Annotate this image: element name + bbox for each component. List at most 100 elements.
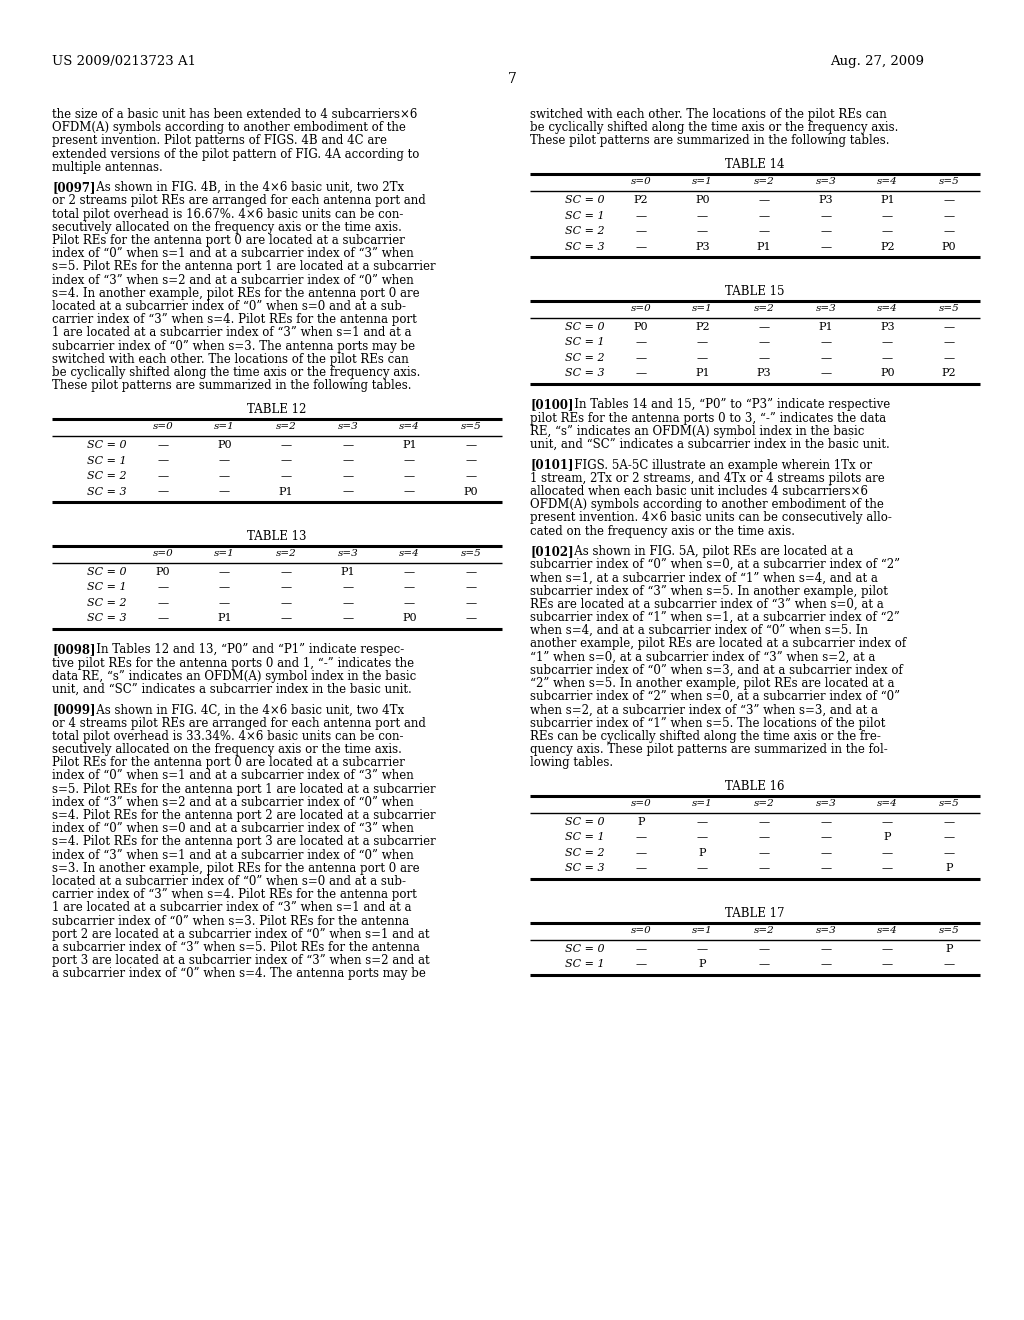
Text: —: — — [158, 614, 168, 623]
Text: carrier index of “3” when s=4. Pilot REs for the antenna port: carrier index of “3” when s=4. Pilot REs… — [52, 888, 417, 902]
Text: US 2009/0213723 A1: US 2009/0213723 A1 — [52, 55, 196, 69]
Text: RE, “s” indicates an OFDM(A) symbol index in the basic: RE, “s” indicates an OFDM(A) symbol inde… — [530, 425, 864, 438]
Text: In Tables 14 and 15, “P0” to “P3” indicate respective: In Tables 14 and 15, “P0” to “P3” indica… — [563, 399, 891, 412]
Text: OFDM(A) symbols according to another embodiment of the: OFDM(A) symbols according to another emb… — [530, 498, 884, 511]
Text: —: — — [403, 598, 415, 607]
Text: carrier index of “3” when s=4. Pilot REs for the antenna port: carrier index of “3” when s=4. Pilot REs… — [52, 313, 417, 326]
Text: —: — — [697, 944, 708, 954]
Text: or 4 streams pilot REs are arranged for each antenna port and: or 4 streams pilot REs are arranged for … — [52, 717, 426, 730]
Text: —: — — [281, 471, 292, 480]
Text: s=3: s=3 — [815, 925, 837, 935]
Text: index of “3” when s=1 and at a subcarrier index of “0” when: index of “3” when s=1 and at a subcarrie… — [52, 849, 414, 862]
Text: —: — — [635, 338, 646, 347]
Text: —: — — [882, 226, 893, 236]
Text: P: P — [945, 863, 953, 874]
Text: SC = 1: SC = 1 — [565, 211, 605, 220]
Text: P2: P2 — [881, 242, 895, 252]
Text: data RE, “s” indicates an OFDM(A) symbol index in the basic: data RE, “s” indicates an OFDM(A) symbol… — [52, 669, 416, 682]
Text: 7: 7 — [508, 73, 516, 86]
Text: —: — — [635, 944, 646, 954]
Text: unit, and “SC” indicates a subcarrier index in the basic unit.: unit, and “SC” indicates a subcarrier in… — [52, 682, 412, 696]
Text: TABLE 15: TABLE 15 — [725, 285, 784, 298]
Text: s=4: s=4 — [399, 549, 420, 558]
Text: s=3: s=3 — [815, 177, 837, 186]
Text: the size of a basic unit has been extended to 4 subcarriers×6: the size of a basic unit has been extend… — [52, 108, 418, 121]
Text: P1: P1 — [279, 487, 294, 496]
Text: —: — — [281, 566, 292, 577]
Text: SC = 3: SC = 3 — [565, 863, 605, 874]
Text: P: P — [637, 817, 644, 826]
Text: s=5: s=5 — [939, 799, 959, 808]
Text: SC = 3: SC = 3 — [565, 368, 605, 379]
Text: when s=2, at a subcarrier index of “3” when s=3, and at a: when s=2, at a subcarrier index of “3” w… — [530, 704, 878, 717]
Text: index of “3” when s=2 and at a subcarrier index of “0” when: index of “3” when s=2 and at a subcarrie… — [52, 796, 414, 809]
Text: P1: P1 — [341, 566, 355, 577]
Text: TABLE 17: TABLE 17 — [725, 907, 784, 920]
Text: extended versions of the pilot pattern of FIG. 4A according to: extended versions of the pilot pattern o… — [52, 148, 420, 161]
Text: lowing tables.: lowing tables. — [530, 756, 613, 770]
Text: P1: P1 — [881, 195, 895, 205]
Text: —: — — [635, 211, 646, 220]
Text: —: — — [820, 242, 831, 252]
Text: —: — — [466, 614, 477, 623]
Text: —: — — [759, 960, 770, 969]
Text: P0: P0 — [402, 614, 417, 623]
Text: SC = 0: SC = 0 — [565, 195, 605, 205]
Text: —: — — [158, 582, 168, 593]
Text: —: — — [403, 455, 415, 466]
Text: a subcarrier index of “0” when s=4. The antenna ports may be: a subcarrier index of “0” when s=4. The … — [52, 968, 426, 981]
Text: —: — — [697, 338, 708, 347]
Text: index of “0” when s=1 and at a subcarrier index of “3” when: index of “0” when s=1 and at a subcarrie… — [52, 247, 414, 260]
Text: —: — — [342, 598, 353, 607]
Text: —: — — [635, 833, 646, 842]
Text: —: — — [943, 847, 954, 858]
Text: s=1: s=1 — [214, 422, 234, 432]
Text: —: — — [158, 598, 168, 607]
Text: P0: P0 — [695, 195, 710, 205]
Text: subcarrier index of “1” when s=5. The locations of the pilot: subcarrier index of “1” when s=5. The lo… — [530, 717, 886, 730]
Text: —: — — [943, 322, 954, 331]
Text: or 2 streams pilot REs are arranged for each antenna port and: or 2 streams pilot REs are arranged for … — [52, 194, 426, 207]
Text: SC = 0: SC = 0 — [87, 440, 127, 450]
Text: —: — — [943, 817, 954, 826]
Text: index of “0” when s=1 and at a subcarrier index of “3” when: index of “0” when s=1 and at a subcarrie… — [52, 770, 414, 783]
Text: —: — — [158, 487, 168, 496]
Text: “2” when s=5. In another example, pilot REs are located at a: “2” when s=5. In another example, pilot … — [530, 677, 895, 690]
Text: [0101]: [0101] — [530, 458, 573, 471]
Text: REs are located at a subcarrier index of “3” when s=0, at a: REs are located at a subcarrier index of… — [530, 598, 884, 611]
Text: s=5. Pilot REs for the antenna port 1 are located at a subcarrier: s=5. Pilot REs for the antenna port 1 ar… — [52, 783, 435, 796]
Text: SC = 2: SC = 2 — [87, 598, 127, 607]
Text: As shown in FIG. 5A, pilot REs are located at a: As shown in FIG. 5A, pilot REs are locat… — [563, 545, 854, 558]
Text: —: — — [219, 487, 230, 496]
Text: —: — — [466, 598, 477, 607]
Text: another example, pilot REs are located at a subcarrier index of: another example, pilot REs are located a… — [530, 638, 906, 651]
Text: SC = 1: SC = 1 — [565, 960, 605, 969]
Text: —: — — [882, 211, 893, 220]
Text: located at a subcarrier index of “0” when s=0 and at a sub-: located at a subcarrier index of “0” whe… — [52, 300, 406, 313]
Text: P2: P2 — [634, 195, 648, 205]
Text: TABLE 14: TABLE 14 — [725, 158, 784, 172]
Text: unit, and “SC” indicates a subcarrier index in the basic unit.: unit, and “SC” indicates a subcarrier in… — [530, 438, 890, 451]
Text: —: — — [882, 847, 893, 858]
Text: 1 stream, 2Tx or 2 streams, and 4Tx or 4 streams pilots are: 1 stream, 2Tx or 2 streams, and 4Tx or 4… — [530, 471, 885, 484]
Text: —: — — [943, 338, 954, 347]
Text: [0097]: [0097] — [52, 181, 95, 194]
Text: subcarrier index of “0” when s=0, at a subcarrier index of “2”: subcarrier index of “0” when s=0, at a s… — [530, 558, 900, 572]
Text: —: — — [820, 352, 831, 363]
Text: —: — — [158, 455, 168, 466]
Text: —: — — [820, 863, 831, 874]
Text: s=5: s=5 — [939, 177, 959, 186]
Text: total pilot overhead is 33.34%. 4×6 basic units can be con-: total pilot overhead is 33.34%. 4×6 basi… — [52, 730, 403, 743]
Text: s=4: s=4 — [878, 799, 898, 808]
Text: P: P — [945, 944, 953, 954]
Text: —: — — [882, 944, 893, 954]
Text: SC = 1: SC = 1 — [87, 582, 127, 593]
Text: s=2: s=2 — [754, 925, 774, 935]
Text: —: — — [882, 352, 893, 363]
Text: when s=1, at a subcarrier index of “1” when s=4, and at a: when s=1, at a subcarrier index of “1” w… — [530, 572, 878, 585]
Text: P: P — [698, 847, 707, 858]
Text: —: — — [820, 368, 831, 379]
Text: secutively allocated on the frequency axis or the time axis.: secutively allocated on the frequency ax… — [52, 743, 401, 756]
Text: P1: P1 — [217, 614, 231, 623]
Text: [0102]: [0102] — [530, 545, 573, 558]
